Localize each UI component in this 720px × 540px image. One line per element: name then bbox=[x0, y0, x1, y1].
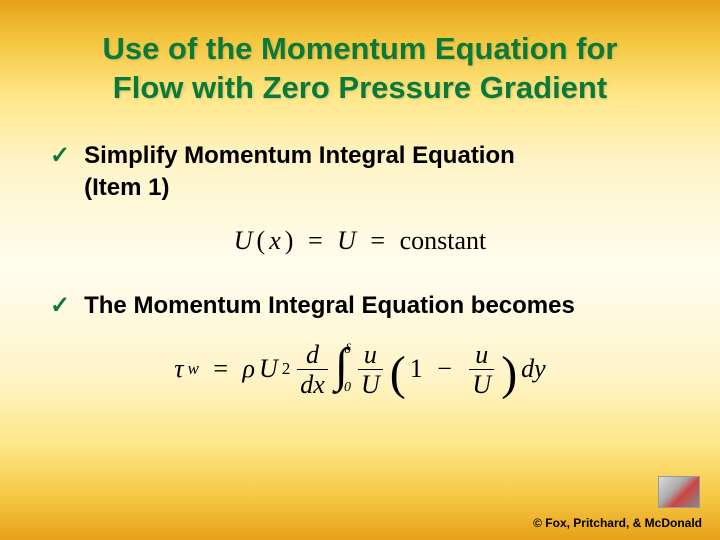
eq2-paren-r: ) bbox=[501, 351, 517, 387]
bullet-2: ✓ The Momentum Integral Equation becomes bbox=[50, 290, 670, 322]
bullet-1-line-a: Simplify Momentum Integral Equation bbox=[84, 142, 515, 169]
eq2-U-den-1: U bbox=[358, 371, 383, 398]
eq2-U-den-2: U bbox=[469, 371, 494, 398]
eq1-x: x bbox=[269, 226, 281, 256]
bullet-1-line-b: (Item 1) bbox=[84, 174, 169, 201]
eq1-Ux: U bbox=[234, 226, 253, 256]
book-cover-thumbnail bbox=[658, 476, 700, 508]
eq2-rho: ρ bbox=[243, 354, 255, 384]
bullet-1: ✓ Simplify Momentum Integral Equation (I… bbox=[50, 140, 670, 205]
eq2-minus: − bbox=[437, 354, 452, 384]
eq2-paren-l: ( bbox=[390, 351, 406, 387]
eq2-u-num-2: u bbox=[472, 341, 491, 368]
eq2-integral: ∫ δ 0 bbox=[335, 343, 351, 395]
title-line-2: Flow with Zero Pressure Gradient bbox=[113, 70, 607, 105]
checkmark-icon: ✓ bbox=[50, 290, 70, 321]
eq2-tau: τ bbox=[174, 354, 183, 384]
eq1-U: U bbox=[337, 226, 356, 256]
slide-title: Use of the Momentum Equation for Flow wi… bbox=[50, 30, 670, 108]
equation-1-block: U(x) = U = constant bbox=[50, 226, 670, 256]
title-line-1: Use of the Momentum Equation for bbox=[103, 31, 618, 66]
eq2-uU-1: u U bbox=[358, 341, 383, 399]
eq2-u-num-1: u bbox=[361, 341, 380, 368]
eq2-equals: = bbox=[213, 354, 228, 384]
copyright-text: © Fox, Pritchard, & McDonald bbox=[533, 516, 702, 530]
eq2-dx-den: dx bbox=[297, 371, 328, 398]
eq2-ddx: d dx bbox=[297, 341, 328, 399]
equation-2: τw = ρU2 d dx ∫ δ 0 u U ( 1 − bbox=[174, 341, 545, 399]
eq2-dy: dy bbox=[521, 354, 546, 384]
eq1-paren-r: ) bbox=[285, 226, 294, 256]
eq2-uU-2: u U bbox=[469, 341, 494, 399]
eq2-lower-limit: 0 bbox=[344, 381, 351, 395]
equation-2-block: τw = ρU2 d dx ∫ δ 0 u U ( 1 − bbox=[50, 341, 670, 399]
eq2-U: U bbox=[259, 354, 278, 384]
bullet-1-text: Simplify Momentum Integral Equation (Ite… bbox=[84, 140, 515, 205]
bullet-2-text: The Momentum Integral Equation becomes bbox=[84, 290, 575, 322]
eq2-int-limits: δ 0 bbox=[344, 343, 351, 395]
eq2-upper-limit: δ bbox=[344, 343, 351, 357]
eq1-constant: constant bbox=[400, 226, 487, 256]
checkmark-icon: ✓ bbox=[50, 140, 70, 171]
eq1-paren: ( bbox=[257, 226, 266, 256]
eq2-one: 1 bbox=[410, 354, 423, 384]
eq2-d-num: d bbox=[303, 341, 322, 368]
eq1-equals-2: = bbox=[370, 226, 385, 256]
slide: Use of the Momentum Equation for Flow wi… bbox=[0, 0, 720, 540]
eq1-equals-1: = bbox=[308, 226, 323, 256]
equation-1: U(x) = U = constant bbox=[234, 226, 486, 256]
